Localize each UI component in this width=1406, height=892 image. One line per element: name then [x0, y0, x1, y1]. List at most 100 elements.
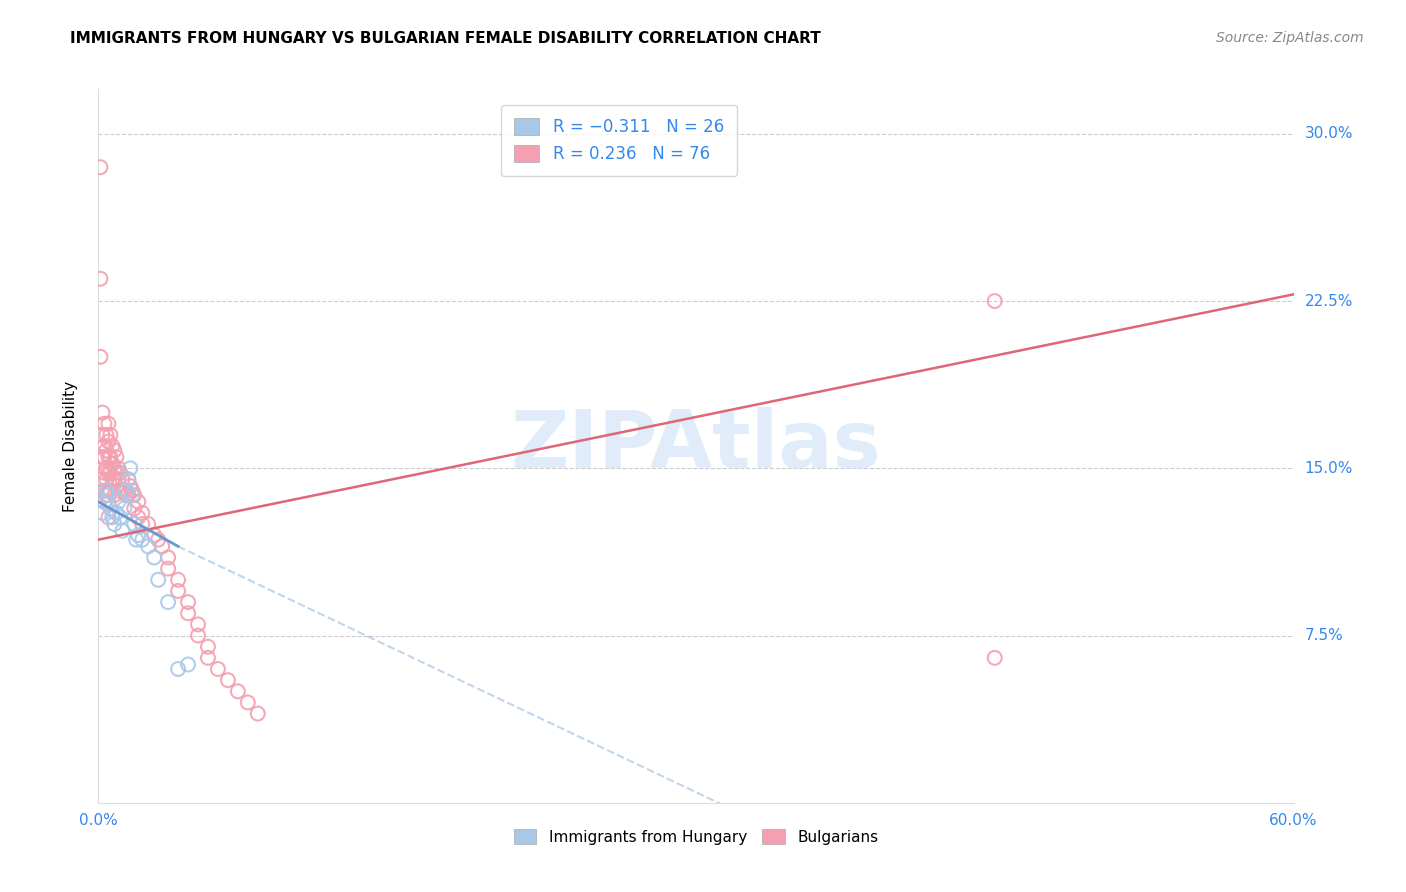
Point: [96, 427, 118, 442]
Point: [124, 516, 146, 531]
Point: [167, 662, 190, 676]
Point: [93, 439, 115, 453]
Point: [167, 573, 190, 587]
Point: [101, 439, 124, 453]
Point: [101, 457, 124, 471]
Point: [115, 488, 138, 502]
Point: [117, 473, 139, 487]
Point: [93, 494, 115, 508]
Point: [89, 350, 111, 364]
Text: 15.0%: 15.0%: [1305, 461, 1353, 475]
Point: [110, 510, 132, 524]
Point: [111, 473, 134, 487]
Point: [98, 466, 122, 480]
Point: [117, 473, 139, 487]
Point: [91, 427, 114, 442]
Point: [101, 473, 124, 487]
Point: [97, 434, 120, 449]
Point: [103, 488, 125, 502]
Point: [97, 417, 120, 431]
Point: [91, 473, 114, 487]
Point: [125, 533, 148, 547]
Point: [207, 662, 229, 676]
Point: [127, 528, 149, 542]
Point: [157, 550, 180, 565]
Point: [93, 417, 115, 431]
Point: [93, 466, 115, 480]
Point: [96, 483, 118, 498]
Text: 30.0%: 30.0%: [1305, 127, 1353, 141]
Point: [89, 271, 111, 285]
Point: [111, 524, 134, 538]
Point: [115, 483, 138, 498]
Point: [120, 461, 142, 475]
Point: [984, 293, 1007, 308]
Point: [107, 473, 129, 487]
Point: [103, 443, 125, 458]
Point: [98, 450, 122, 464]
Point: [97, 466, 120, 480]
Point: [105, 450, 128, 464]
Point: [97, 483, 120, 498]
Point: [103, 516, 125, 531]
Point: [91, 506, 114, 520]
Point: [246, 706, 269, 721]
Point: [112, 501, 135, 516]
Point: [124, 488, 146, 502]
Point: [97, 488, 120, 502]
Point: [98, 501, 122, 516]
Point: [93, 494, 115, 508]
Point: [150, 539, 173, 553]
Point: [177, 657, 200, 672]
Y-axis label: Female Disability: Female Disability: [63, 380, 77, 512]
Point: [131, 506, 153, 520]
Point: [121, 488, 143, 502]
Point: [97, 450, 120, 464]
Point: [96, 443, 118, 458]
Point: [103, 473, 125, 487]
Point: [148, 533, 170, 547]
Legend: Immigrants from Hungary, Bulgarians: Immigrants from Hungary, Bulgarians: [506, 821, 886, 852]
Point: [91, 450, 114, 464]
Point: [217, 673, 239, 687]
Point: [127, 494, 149, 508]
Point: [177, 595, 200, 609]
Point: [136, 539, 159, 553]
Point: [187, 628, 209, 642]
Point: [157, 595, 180, 609]
Point: [984, 651, 1007, 665]
Point: [97, 510, 120, 524]
Point: [98, 483, 122, 498]
Point: [236, 696, 259, 710]
Point: [177, 607, 200, 621]
Text: 22.5%: 22.5%: [1305, 293, 1353, 309]
Point: [131, 516, 153, 531]
Point: [131, 533, 153, 547]
Point: [89, 161, 111, 175]
Point: [93, 450, 115, 464]
Point: [124, 501, 146, 516]
Point: [98, 427, 122, 442]
Text: IMMIGRANTS FROM HUNGARY VS BULGARIAN FEMALE DISABILITY CORRELATION CHART: IMMIGRANTS FROM HUNGARY VS BULGARIAN FEM…: [70, 31, 821, 46]
Point: [226, 684, 249, 698]
Point: [107, 494, 129, 508]
Point: [136, 516, 159, 531]
Point: [105, 506, 128, 520]
Point: [197, 651, 219, 665]
Point: [96, 473, 118, 487]
Point: [143, 550, 166, 565]
Point: [167, 583, 190, 598]
Point: [103, 461, 125, 475]
Point: [112, 483, 135, 498]
Point: [121, 483, 143, 498]
Text: Source: ZipAtlas.com: Source: ZipAtlas.com: [1216, 31, 1364, 45]
Point: [197, 640, 219, 654]
Point: [91, 405, 114, 419]
Point: [107, 483, 129, 498]
Point: [143, 528, 166, 542]
Point: [101, 510, 124, 524]
Point: [96, 461, 118, 475]
Point: [157, 562, 180, 576]
Point: [120, 479, 142, 493]
Point: [105, 466, 128, 480]
